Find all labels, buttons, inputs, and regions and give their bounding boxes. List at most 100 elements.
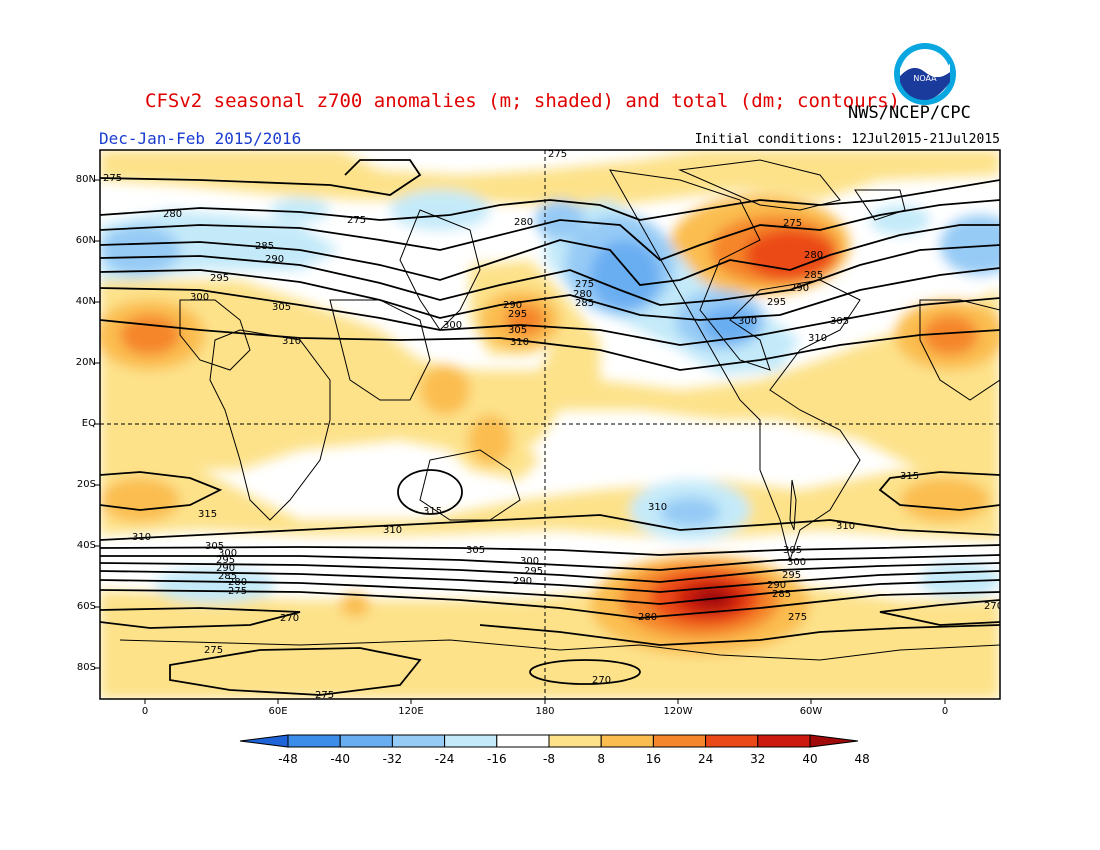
contour-label: 305 (830, 316, 849, 327)
colorbar-label: -24 (434, 752, 455, 766)
lat-label: 80N (75, 174, 96, 185)
noaa-logo: NOAA (894, 43, 956, 105)
contour-label: 300 (218, 548, 237, 559)
contour-label: 300 (443, 320, 462, 331)
contour-label: 290 (216, 563, 235, 574)
contour-label: 275 (548, 149, 567, 160)
colorbar-box (652, 734, 707, 748)
lat-label: 40N (75, 296, 96, 307)
lat-label: 20S (76, 479, 96, 490)
contour-label: 305 (272, 302, 291, 313)
contour-label: 305 (205, 541, 224, 552)
contour-label: 310 (132, 532, 151, 543)
colorbar-box (444, 734, 498, 748)
contour-label: 300 (190, 292, 209, 303)
contour-label: 285 (255, 241, 274, 252)
contour-label: 295 (524, 566, 543, 577)
lat-label: 20N (75, 357, 96, 368)
colorbar-label: 48 (854, 752, 870, 766)
contour-label: 270 (280, 613, 299, 624)
lat-label: 80S (76, 662, 96, 673)
contour-label: 280 (228, 577, 247, 588)
lon-label: 60E (268, 706, 288, 717)
contour-label: 280 (163, 209, 182, 220)
contour-label: 310 (510, 337, 529, 348)
contour-label: 290 (767, 580, 786, 591)
contour-label: 275 (204, 645, 223, 656)
contour-label: 300 (520, 556, 539, 567)
lon-label: 120W (663, 706, 693, 717)
contour-label: 280 (573, 289, 592, 300)
colorbar-box (339, 734, 393, 748)
contour-label: 305 (783, 545, 802, 556)
colorbar-box (548, 734, 602, 748)
contour-label: 310 (648, 502, 667, 513)
contour-label: 270 (592, 675, 611, 686)
contour-label: 315 (900, 471, 919, 482)
contour-label: 275 (315, 690, 334, 701)
lon-label: 120E (398, 706, 424, 717)
lat-label: EQ (81, 418, 96, 429)
contour-label: 300 (787, 557, 806, 568)
contour-label: 310 (282, 336, 301, 347)
colorbar-label: -48 (278, 752, 298, 766)
axis-ticks (94, 179, 946, 704)
contour-label: 300 (738, 316, 757, 327)
contour-label: 305 (466, 545, 485, 556)
colorbar-right-arrow (809, 734, 859, 748)
agency-label: NWS/NCEP/CPC (848, 103, 971, 123)
contour-label: 280 (638, 612, 657, 623)
colorbar-label: -16 (486, 752, 507, 766)
lat-label: 60S (76, 601, 96, 612)
colorbar-label: 40 (802, 752, 818, 766)
contour-label: 275 (783, 218, 802, 229)
contour-label: 295 (508, 309, 527, 320)
contour-label: 310 (383, 525, 402, 536)
colorbar (239, 734, 859, 748)
colorbar-box (496, 734, 550, 748)
contour-label: 295 (767, 297, 786, 308)
contour-label: 285 (218, 571, 237, 582)
colorbar-label: 32 (750, 752, 766, 766)
forecast-period: Dec-Jan-Feb 2015/2016 (99, 129, 302, 148)
contour-label: 285 (772, 589, 791, 600)
colorbar-label: 8 (597, 752, 605, 766)
contour-label: 280 (514, 217, 533, 228)
initial-conditions: Initial conditions: 12Jul2015-21Jul2015 (694, 132, 1000, 147)
colorbar-box (757, 734, 811, 748)
contour-label: 290 (265, 254, 284, 265)
lat-label: 60N (75, 235, 96, 246)
lon-label: 60W (799, 706, 823, 717)
contour-label: 290 (503, 300, 522, 311)
colorbar-label: 16 (645, 752, 662, 766)
colorbar-box (391, 734, 446, 748)
contour-label: 285 (575, 298, 594, 309)
anomaly-field: 275 280 275 285 290 295 300 305 310 300 … (100, 149, 1003, 701)
contour-label: 275 (228, 586, 247, 597)
contour-label: 275 (347, 215, 366, 226)
contour-label: 295 (216, 555, 235, 566)
lat-label: 40S (76, 540, 96, 551)
contour-label: 305 (508, 325, 527, 336)
lon-label: 0 (941, 706, 949, 717)
contour-label: 315 (423, 506, 442, 517)
contour-label: 295 (210, 273, 229, 284)
contour-label: 310 (808, 333, 827, 344)
contour-label: 280 (804, 250, 823, 261)
colorbar-label: -40 (330, 752, 350, 766)
colorbar-box (705, 734, 759, 748)
contour-labels: 275 280 275 285 290 295 300 305 310 300 … (103, 149, 1003, 701)
contour-label: 290 (790, 283, 809, 294)
colorbar-label: -32 (382, 752, 403, 766)
contour-label: 270 (984, 601, 1003, 612)
contour-label: 290 (513, 576, 532, 587)
map-title: CFSv2 seasonal z700 anomalies (m; shaded… (145, 90, 900, 112)
contour-label: 315 (198, 509, 217, 520)
colorbar-left-arrow (239, 734, 289, 748)
contour-label: 275 (575, 279, 594, 290)
colorbar-box (287, 734, 341, 748)
lon-label: 180 (535, 706, 555, 717)
lon-label: 0 (141, 706, 149, 717)
contour-label: 275 (788, 612, 807, 623)
contours (100, 159, 1000, 696)
